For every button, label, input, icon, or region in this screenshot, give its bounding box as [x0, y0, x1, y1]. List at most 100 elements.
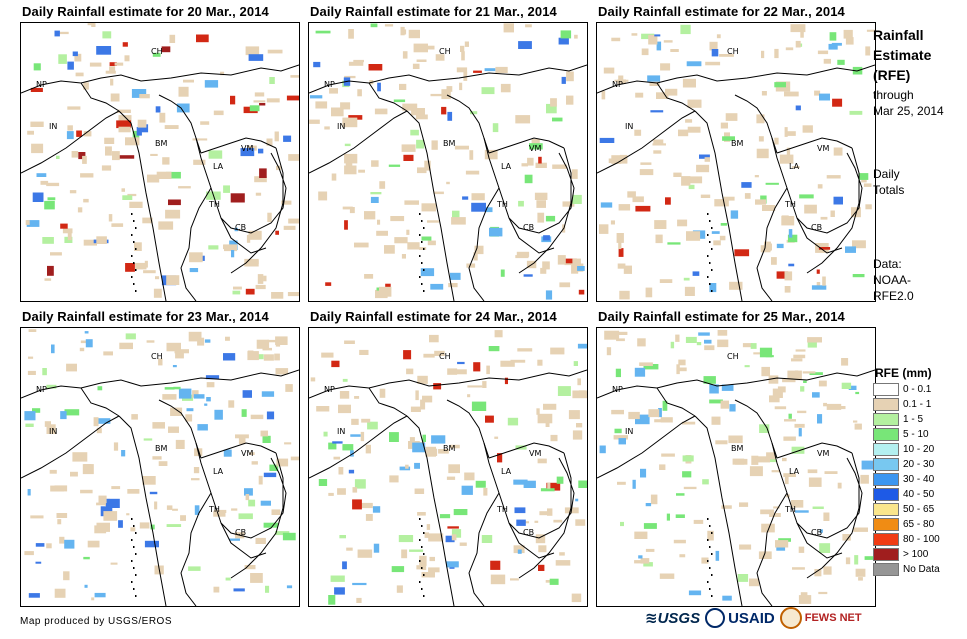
rain-cell — [406, 229, 410, 235]
rain-cell — [121, 450, 126, 457]
rain-cell — [338, 467, 344, 475]
rain-cell — [288, 154, 299, 161]
rain-cell — [600, 202, 613, 208]
rain-cell — [339, 535, 346, 539]
rain-cell — [421, 572, 435, 578]
rain-cell — [98, 418, 111, 424]
rain-cell — [545, 421, 550, 427]
rain-cell — [807, 337, 822, 343]
rain-cell — [654, 419, 665, 423]
rain-cell — [779, 154, 794, 164]
country-label-laos: LA — [501, 467, 512, 476]
rain-cell — [769, 395, 780, 403]
rain-cell — [784, 127, 788, 137]
rain-cell — [447, 368, 458, 375]
legend-label: 0.1 - 1 — [903, 399, 932, 410]
rain-cell — [473, 362, 481, 372]
rain-cell — [855, 568, 866, 577]
rain-cell — [643, 364, 659, 370]
rain-cell — [845, 557, 851, 565]
rain-cell — [427, 220, 439, 223]
rain-cell — [139, 94, 150, 99]
rain-cell — [802, 371, 816, 374]
rain-cell — [82, 155, 87, 164]
country-label-china: CH — [727, 47, 739, 56]
rain-cell — [121, 188, 125, 192]
island-dot — [135, 227, 137, 229]
rain-cell — [231, 508, 238, 511]
rain-cell — [833, 196, 843, 205]
rain-cell — [490, 574, 506, 585]
rain-cell — [715, 550, 720, 561]
island-dot — [421, 588, 423, 590]
rain-cell — [377, 219, 381, 225]
country-border — [518, 147, 572, 274]
rainfall-panel: Daily Rainfall estimate for 25 Mar., 201… — [596, 309, 884, 609]
rain-cell — [800, 386, 805, 392]
title-estimate: Estimate — [873, 47, 932, 63]
rain-cell — [556, 476, 564, 484]
rain-cell — [761, 523, 775, 533]
data-source-line2: RFE2.0 — [873, 289, 914, 303]
country-label-china: CH — [439, 352, 451, 361]
rain-cell — [25, 423, 34, 427]
rain-cell — [717, 330, 728, 336]
rain-cell — [401, 29, 407, 35]
rain-cell — [371, 160, 379, 167]
rain-cell — [481, 87, 495, 95]
rain-cell — [720, 122, 728, 129]
rain-cell — [416, 565, 425, 570]
country-label-china: CH — [439, 47, 451, 56]
country-border — [406, 110, 455, 301]
rain-cell — [658, 408, 662, 418]
rain-cell — [715, 440, 728, 445]
country-label-burma: BM — [731, 444, 744, 453]
rain-cell — [539, 511, 548, 516]
rain-cell — [384, 245, 395, 254]
rain-cell — [492, 123, 499, 133]
country-border — [195, 442, 287, 539]
rain-cell — [618, 204, 631, 211]
rain-cell — [782, 379, 796, 383]
rain-cell — [484, 149, 498, 160]
rain-cell — [638, 555, 643, 559]
rain-cell — [331, 107, 344, 117]
rain-cell — [266, 138, 273, 146]
rain-cell — [707, 530, 714, 541]
rain-cell — [447, 111, 453, 121]
rain-cell — [77, 207, 83, 213]
island-dot — [133, 241, 135, 243]
rain-cell — [309, 95, 323, 99]
island-dot — [131, 255, 133, 257]
rain-cell — [826, 403, 842, 410]
rain-cell — [494, 330, 503, 338]
rain-cell — [853, 527, 868, 532]
rain-cell — [441, 89, 451, 100]
rain-cell — [783, 436, 796, 441]
legend-item: 80 - 100 — [873, 532, 940, 547]
rain-cell — [464, 472, 475, 481]
rain-cell — [473, 252, 478, 261]
rain-cell — [333, 456, 341, 460]
country-label-india: IN — [625, 427, 634, 436]
rain-cell — [54, 30, 60, 37]
rain-cell — [634, 531, 648, 539]
rain-cell — [714, 199, 729, 207]
rain-cell — [719, 235, 726, 241]
rain-cell — [784, 419, 796, 422]
rain-cell — [555, 560, 571, 566]
country-border — [771, 442, 863, 539]
logo-strip: ≋USGS USAID FEWS NET — [645, 607, 862, 629]
island-dot — [419, 581, 421, 583]
rain-cell — [262, 435, 271, 443]
rain-cell — [421, 203, 436, 212]
rain-cell — [54, 588, 66, 598]
rain-cell — [809, 372, 823, 375]
island-dot — [131, 581, 133, 583]
rain-cell — [634, 560, 642, 564]
rain-cell — [135, 262, 147, 270]
data-label: Data: — [873, 257, 902, 271]
rain-cell — [96, 236, 107, 244]
rain-cell — [429, 448, 438, 456]
rain-cell — [356, 597, 362, 603]
